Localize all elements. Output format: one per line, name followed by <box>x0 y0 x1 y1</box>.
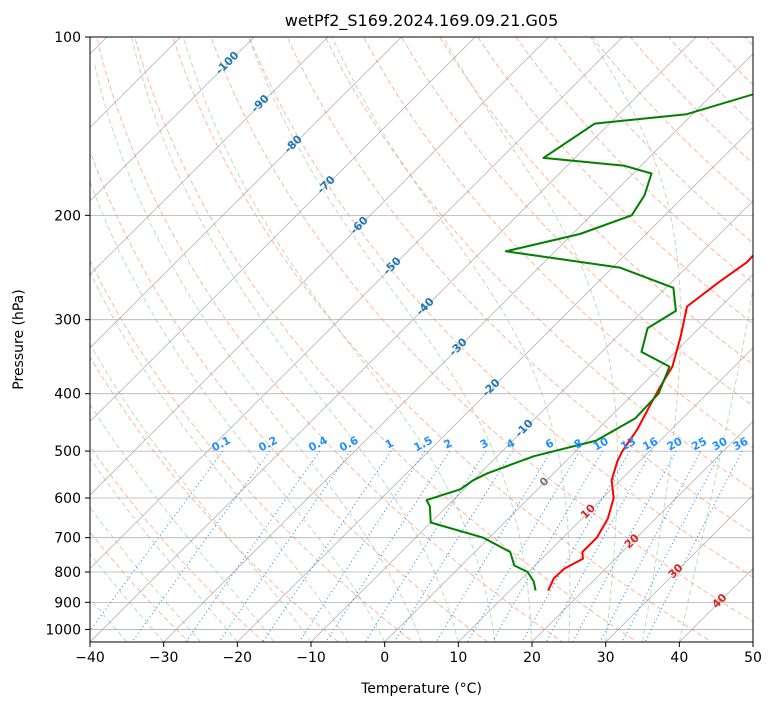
mixing-ratio-line <box>185 450 321 642</box>
x-tick-label: −10 <box>296 650 326 666</box>
mixing-ratio-line <box>466 450 581 642</box>
sounding-series <box>425 92 753 592</box>
dry-adiabat-line <box>90 355 340 642</box>
y-axis-title: Pressure (hPa) <box>11 289 27 389</box>
y-tick-label: 400 <box>54 387 81 403</box>
moist-adiabat-line <box>90 403 275 642</box>
y-tick-label: 700 <box>54 531 81 547</box>
dry-adiabat-line <box>324 37 753 491</box>
mixing-ratio-line <box>298 450 426 642</box>
moist-adiabat-line <box>90 271 349 642</box>
isotherm-line <box>90 37 476 423</box>
mixing-ratio-label: 25 <box>689 435 709 454</box>
mixing-ratio-label: 13 <box>618 435 638 454</box>
isotherm-line <box>384 273 753 642</box>
x-tick-label: −20 <box>223 650 253 666</box>
mixing-ratio-line <box>364 450 487 642</box>
isotherm-line <box>90 37 697 642</box>
isotherm-line <box>90 37 624 570</box>
dry-adiabat-line <box>210 37 753 623</box>
x-tick-label: −40 <box>75 650 105 666</box>
isotherm-line <box>531 420 753 642</box>
dry-adiabat-line <box>90 149 489 642</box>
mixing-ratio-line <box>545 450 653 642</box>
mixing-ratio-line <box>521 450 631 642</box>
y-tick-label: 600 <box>54 491 81 507</box>
mixing-ratio-lines <box>90 450 743 642</box>
moist-adiabat-line <box>442 37 618 642</box>
isotherm-line <box>90 37 329 275</box>
dry-adiabat-line <box>248 37 753 578</box>
mixing-ratio-line <box>131 450 271 642</box>
mixing-ratio-line <box>572 450 677 642</box>
isotherm-line <box>90 37 182 128</box>
isotherm-line <box>236 126 753 642</box>
dry-adiabat-line <box>400 37 753 407</box>
dry-adiabat-line <box>172 37 713 642</box>
y-tick-label: 900 <box>54 595 81 611</box>
mixing-ratio-label: 36 <box>731 435 751 454</box>
isotherm-line <box>90 37 550 496</box>
mixing-ratio-label: 20 <box>665 435 685 454</box>
dry-adiabat-line <box>477 37 753 325</box>
y-tick-label: 500 <box>54 444 81 460</box>
plot-area: 0.1 0.2 0.4 0.6 1 1.5 2 3 4 6 8 10 13 16 20 25 30 36-100-… <box>90 37 753 642</box>
moist-adiabat-line <box>590 37 682 642</box>
moist-adiabat-line <box>678 285 753 642</box>
y-tick-label: 100 <box>54 30 81 46</box>
x-axis-title: Temperature (°C) <box>360 681 482 697</box>
x-tick-label: 20 <box>523 650 541 666</box>
moist-adiabat-line <box>90 506 201 642</box>
moist-adiabat-line <box>182 37 496 642</box>
temperature-line <box>547 254 753 592</box>
isotherm-line <box>163 53 753 642</box>
x-axis-ticks: −40 −30 −20 −10 0 10 20 30 40 50 <box>75 642 762 666</box>
mixing-ratio-label: 10 <box>591 435 611 454</box>
isobar-grid <box>90 37 753 630</box>
moist-adiabat-line <box>331 37 571 642</box>
x-tick-label: 30 <box>597 650 615 666</box>
dry-adiabat-line <box>90 259 414 642</box>
mixing-ratio-line <box>325 450 451 642</box>
moist-adiabat-line <box>130 37 459 642</box>
isotherm-line <box>605 494 753 642</box>
moist-adiabat-line <box>247 37 533 642</box>
isotherm-line <box>310 200 753 642</box>
x-tick-label: 40 <box>670 650 688 666</box>
y-tick-label: 1000 <box>45 622 81 638</box>
moist-adiabat-line <box>90 553 165 642</box>
chart-title: wetPf2_S169.2024.169.09.21.G05 <box>285 11 559 31</box>
mixing-ratio-label: 30 <box>710 435 730 454</box>
y-tick-label: 800 <box>54 565 81 581</box>
mixing-ratio-label: 16 <box>641 435 661 454</box>
y-tick-label: 300 <box>54 313 81 329</box>
x-tick-label: −30 <box>149 650 179 666</box>
isotherm-line <box>90 37 403 349</box>
dry-adiabat-line <box>553 37 753 244</box>
moist-adiabat-line <box>93 61 422 642</box>
plot-frame <box>89 36 754 643</box>
x-tick-label: 0 <box>380 650 389 666</box>
y-tick-label: 200 <box>54 208 81 224</box>
dry-adiabat-line <box>591 37 753 204</box>
dewpoint-line <box>425 92 753 591</box>
isotherm-line <box>457 347 753 642</box>
dry-adiabat-line <box>134 37 639 642</box>
dry-adiabat-line <box>90 531 190 642</box>
moist-adiabat-line <box>90 457 238 642</box>
dry-adiabat-lines <box>90 37 753 642</box>
dry-adiabat-line <box>362 37 753 449</box>
dry-adiabat-line <box>439 37 753 366</box>
mixing-ratio-line <box>262 450 392 642</box>
x-tick-label: 50 <box>744 650 762 666</box>
x-tick-label: 10 <box>449 650 467 666</box>
isotherm-grid <box>90 37 753 642</box>
dry-adiabat-line <box>95 37 564 642</box>
y-axis-ticks: 100 200 300 400 500 600 700 800 900 1000 <box>45 30 90 638</box>
isotherm-line <box>90 37 255 202</box>
